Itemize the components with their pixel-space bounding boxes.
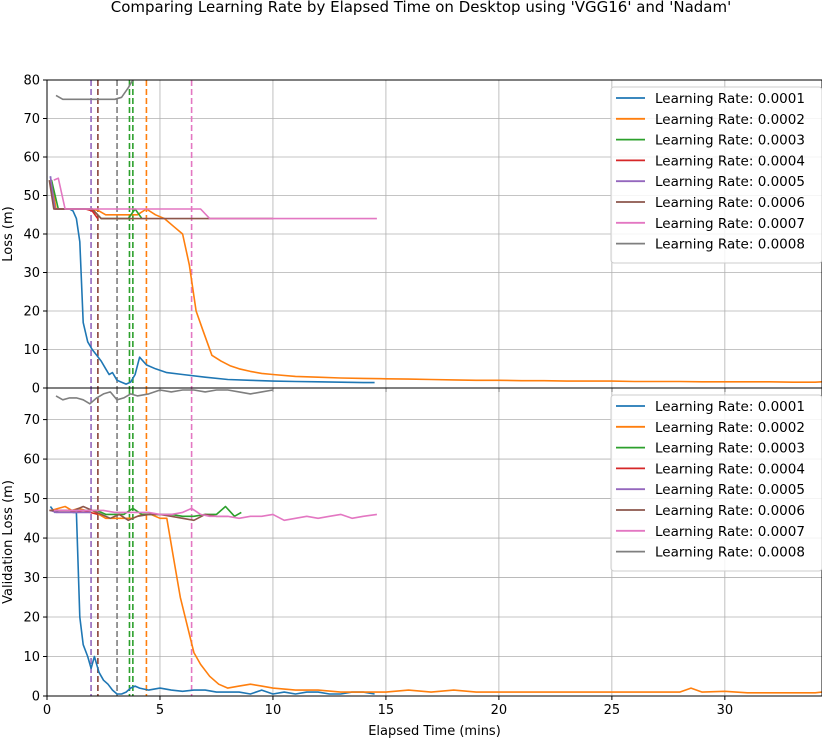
legend-label: Learning Rate: 0.0006 bbox=[655, 195, 805, 211]
legend-label: Learning Rate: 0.0005 bbox=[655, 482, 805, 498]
legend-label: Learning Rate: 0.0008 bbox=[655, 237, 805, 253]
x-tick-label: 20 bbox=[491, 703, 508, 718]
x-tick-label: 25 bbox=[604, 703, 621, 718]
legend-label: Learning Rate: 0.0006 bbox=[655, 503, 805, 519]
x-tick-label: 15 bbox=[378, 703, 395, 718]
legend-label: Learning Rate: 0.0003 bbox=[655, 133, 805, 149]
y-tick-label: 30 bbox=[23, 266, 40, 281]
y-tick-label: 50 bbox=[23, 189, 40, 204]
series-line-8 bbox=[55, 389, 274, 405]
legend-label: Learning Rate: 0.0001 bbox=[655, 399, 805, 415]
legend-label: Learning Rate: 0.0003 bbox=[655, 441, 805, 457]
legend-label: Learning Rate: 0.0008 bbox=[655, 545, 805, 561]
legend-label: Learning Rate: 0.0002 bbox=[655, 112, 805, 128]
legend-label: Learning Rate: 0.0004 bbox=[655, 153, 805, 169]
legend-label: Learning Rate: 0.0002 bbox=[655, 420, 805, 436]
y-tick-label: 20 bbox=[23, 611, 40, 626]
series-line-8 bbox=[55, 80, 134, 101]
x-tick-label: 10 bbox=[265, 703, 282, 718]
plot-area bbox=[49, 388, 822, 696]
series-line-1 bbox=[49, 506, 375, 695]
y-tick-label: 60 bbox=[23, 151, 40, 166]
y-axis-label: Validation Loss (m) bbox=[1, 480, 16, 604]
series-line-1 bbox=[49, 176, 375, 385]
y-tick-label: 80 bbox=[23, 74, 40, 89]
y-tick-label: 0 bbox=[32, 690, 40, 705]
y-tick-label: 40 bbox=[23, 532, 40, 547]
y-tick-label: 70 bbox=[23, 413, 40, 428]
y-tick-label: 40 bbox=[23, 228, 40, 243]
x-tick-label: 5 bbox=[156, 703, 164, 718]
x-tick-label: 30 bbox=[717, 703, 734, 718]
series-line-2 bbox=[50, 179, 822, 384]
series-line-5 bbox=[50, 509, 92, 514]
x-tick-label: 0 bbox=[43, 703, 51, 718]
series-line-6 bbox=[48, 179, 273, 220]
plot-area bbox=[48, 80, 822, 388]
axes-frame bbox=[46, 387, 822, 697]
y-tick-label: 60 bbox=[23, 453, 40, 468]
series-line-2 bbox=[51, 505, 822, 694]
series-line-7 bbox=[53, 507, 378, 522]
loss-panel: 0 10 20 30 40 50 60 70 80 Loss (m) Learning Rate: … bbox=[1, 74, 822, 397]
y-tick-label: 10 bbox=[23, 343, 40, 358]
y-tick-label: 30 bbox=[23, 571, 40, 586]
y-tick-label: 20 bbox=[23, 305, 40, 320]
legend-label: Learning Rate: 0.0001 bbox=[655, 91, 805, 107]
legend-box bbox=[610, 394, 822, 572]
x-axis-label: Elapsed Time (mins) bbox=[368, 724, 501, 739]
y-tick-label: 70 bbox=[23, 112, 40, 127]
legend-label: Learning Rate: 0.0005 bbox=[655, 174, 805, 190]
validation-loss-panel: 0 10 20 30 40 50 60 70 0 5 10 15 20 25 30 Validation Lo… bbox=[1, 387, 822, 739]
y-axis-label: Loss (m) bbox=[1, 206, 16, 261]
legend-box bbox=[610, 86, 822, 264]
y-tick-label: 0 bbox=[32, 382, 40, 397]
chart-title: Comparing Learning Rate by Elapsed Time … bbox=[111, 0, 731, 16]
legend-label: Learning Rate: 0.0004 bbox=[655, 461, 805, 477]
series-line-7 bbox=[53, 177, 377, 220]
legend-label: Learning Rate: 0.0007 bbox=[655, 524, 805, 540]
y-tick-label: 10 bbox=[23, 650, 40, 665]
legend-label: Learning Rate: 0.0007 bbox=[655, 216, 805, 232]
y-tick-label: 50 bbox=[23, 492, 40, 507]
